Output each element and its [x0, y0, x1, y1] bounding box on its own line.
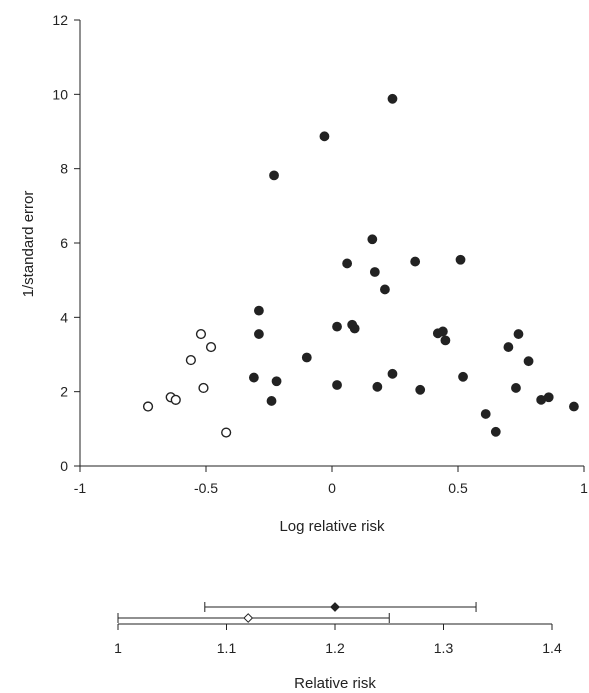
filled-data-point — [254, 329, 264, 339]
filled-data-point — [332, 321, 342, 332]
filled-data-point — [248, 372, 259, 383]
filled-data-point — [543, 392, 554, 403]
filled-data-point — [513, 329, 524, 339]
open-data-point — [142, 401, 154, 412]
filled-data-point — [410, 256, 421, 267]
funnel-y-tick-label: 4 — [60, 309, 68, 325]
filled-data-point — [271, 376, 282, 387]
funnel-y-axis-label: 1/standard error — [20, 191, 37, 298]
forest-plot: 1 1.1 1.2 1.3 1.4 Relative risk — [114, 602, 562, 692]
funnel-x-ticks: -1 -0.5 0 0.5 1 — [74, 466, 588, 496]
filled-data-point — [266, 396, 277, 406]
funnel-y-ticks: 0 2 4 6 8 10 12 — [52, 12, 80, 474]
filled-data-point — [319, 131, 330, 142]
filled-data-point — [511, 383, 521, 393]
filled-data-point — [523, 356, 534, 367]
forest-x-axis-label: Relative risk — [294, 675, 376, 692]
forest-tick-label: 1.2 — [325, 640, 345, 656]
funnel-x-tick-label: 0 — [328, 480, 336, 496]
filled-data-point — [332, 380, 342, 390]
open-data-point — [195, 328, 207, 340]
open-data-point — [198, 382, 209, 394]
filled-data-point — [455, 254, 466, 265]
open-data-point — [170, 394, 181, 405]
filled-data-point — [458, 371, 468, 382]
funnel-x-tick-label: 0.5 — [448, 480, 468, 496]
funnel-x-tick-label: -1 — [74, 480, 87, 496]
funnel-y-tick-label: 12 — [52, 12, 68, 28]
funnel-y-tick-label: 6 — [60, 235, 68, 251]
funnel-x-tick-label: -0.5 — [194, 480, 218, 496]
filled-data-point — [490, 426, 501, 437]
filled-data-point — [569, 401, 579, 412]
filled-data-point — [254, 305, 264, 316]
open-data-point — [185, 354, 196, 366]
funnel-axes — [79, 20, 584, 467]
filled-data-point — [440, 335, 451, 346]
filled-data-point — [349, 323, 360, 334]
forest-tick-label: 1.1 — [217, 640, 237, 656]
filled-data-point — [480, 409, 491, 419]
open-data-point — [205, 341, 217, 353]
filled-data-point — [372, 381, 383, 392]
funnel-y-tick-label: 10 — [52, 86, 68, 102]
filled-data-point — [367, 234, 378, 245]
filled-data-point — [503, 342, 514, 352]
forest-tick-label: 1 — [114, 640, 122, 656]
filled-data-point — [437, 326, 448, 337]
forest-tick-label: 1.4 — [542, 640, 562, 656]
filled-data-point — [369, 267, 380, 277]
forest-tick-label: 1.3 — [434, 640, 454, 656]
filled-data-point — [380, 284, 390, 295]
filled-diamond-estimate — [330, 602, 340, 612]
filled-data-point — [415, 384, 426, 395]
filled-data-point — [387, 93, 398, 104]
filled-data-point — [342, 258, 353, 269]
forest-ticks: 1 1.1 1.2 1.3 1.4 — [114, 624, 562, 656]
funnel-y-tick-label: 8 — [60, 161, 68, 177]
forest-estimates — [117, 602, 477, 623]
filled-data-point — [269, 170, 279, 181]
open-diamond-estimate — [243, 613, 254, 623]
funnel-x-axis-label: Log relative risk — [279, 518, 385, 535]
filled-data-point — [387, 368, 398, 379]
funnel-points — [142, 93, 579, 438]
filled-data-point — [301, 352, 312, 363]
funnel-x-tick-label: 1 — [580, 480, 588, 496]
funnel-y-tick-label: 0 — [60, 458, 68, 474]
funnel-y-tick-label: 2 — [60, 384, 68, 400]
open-data-point — [221, 427, 232, 438]
